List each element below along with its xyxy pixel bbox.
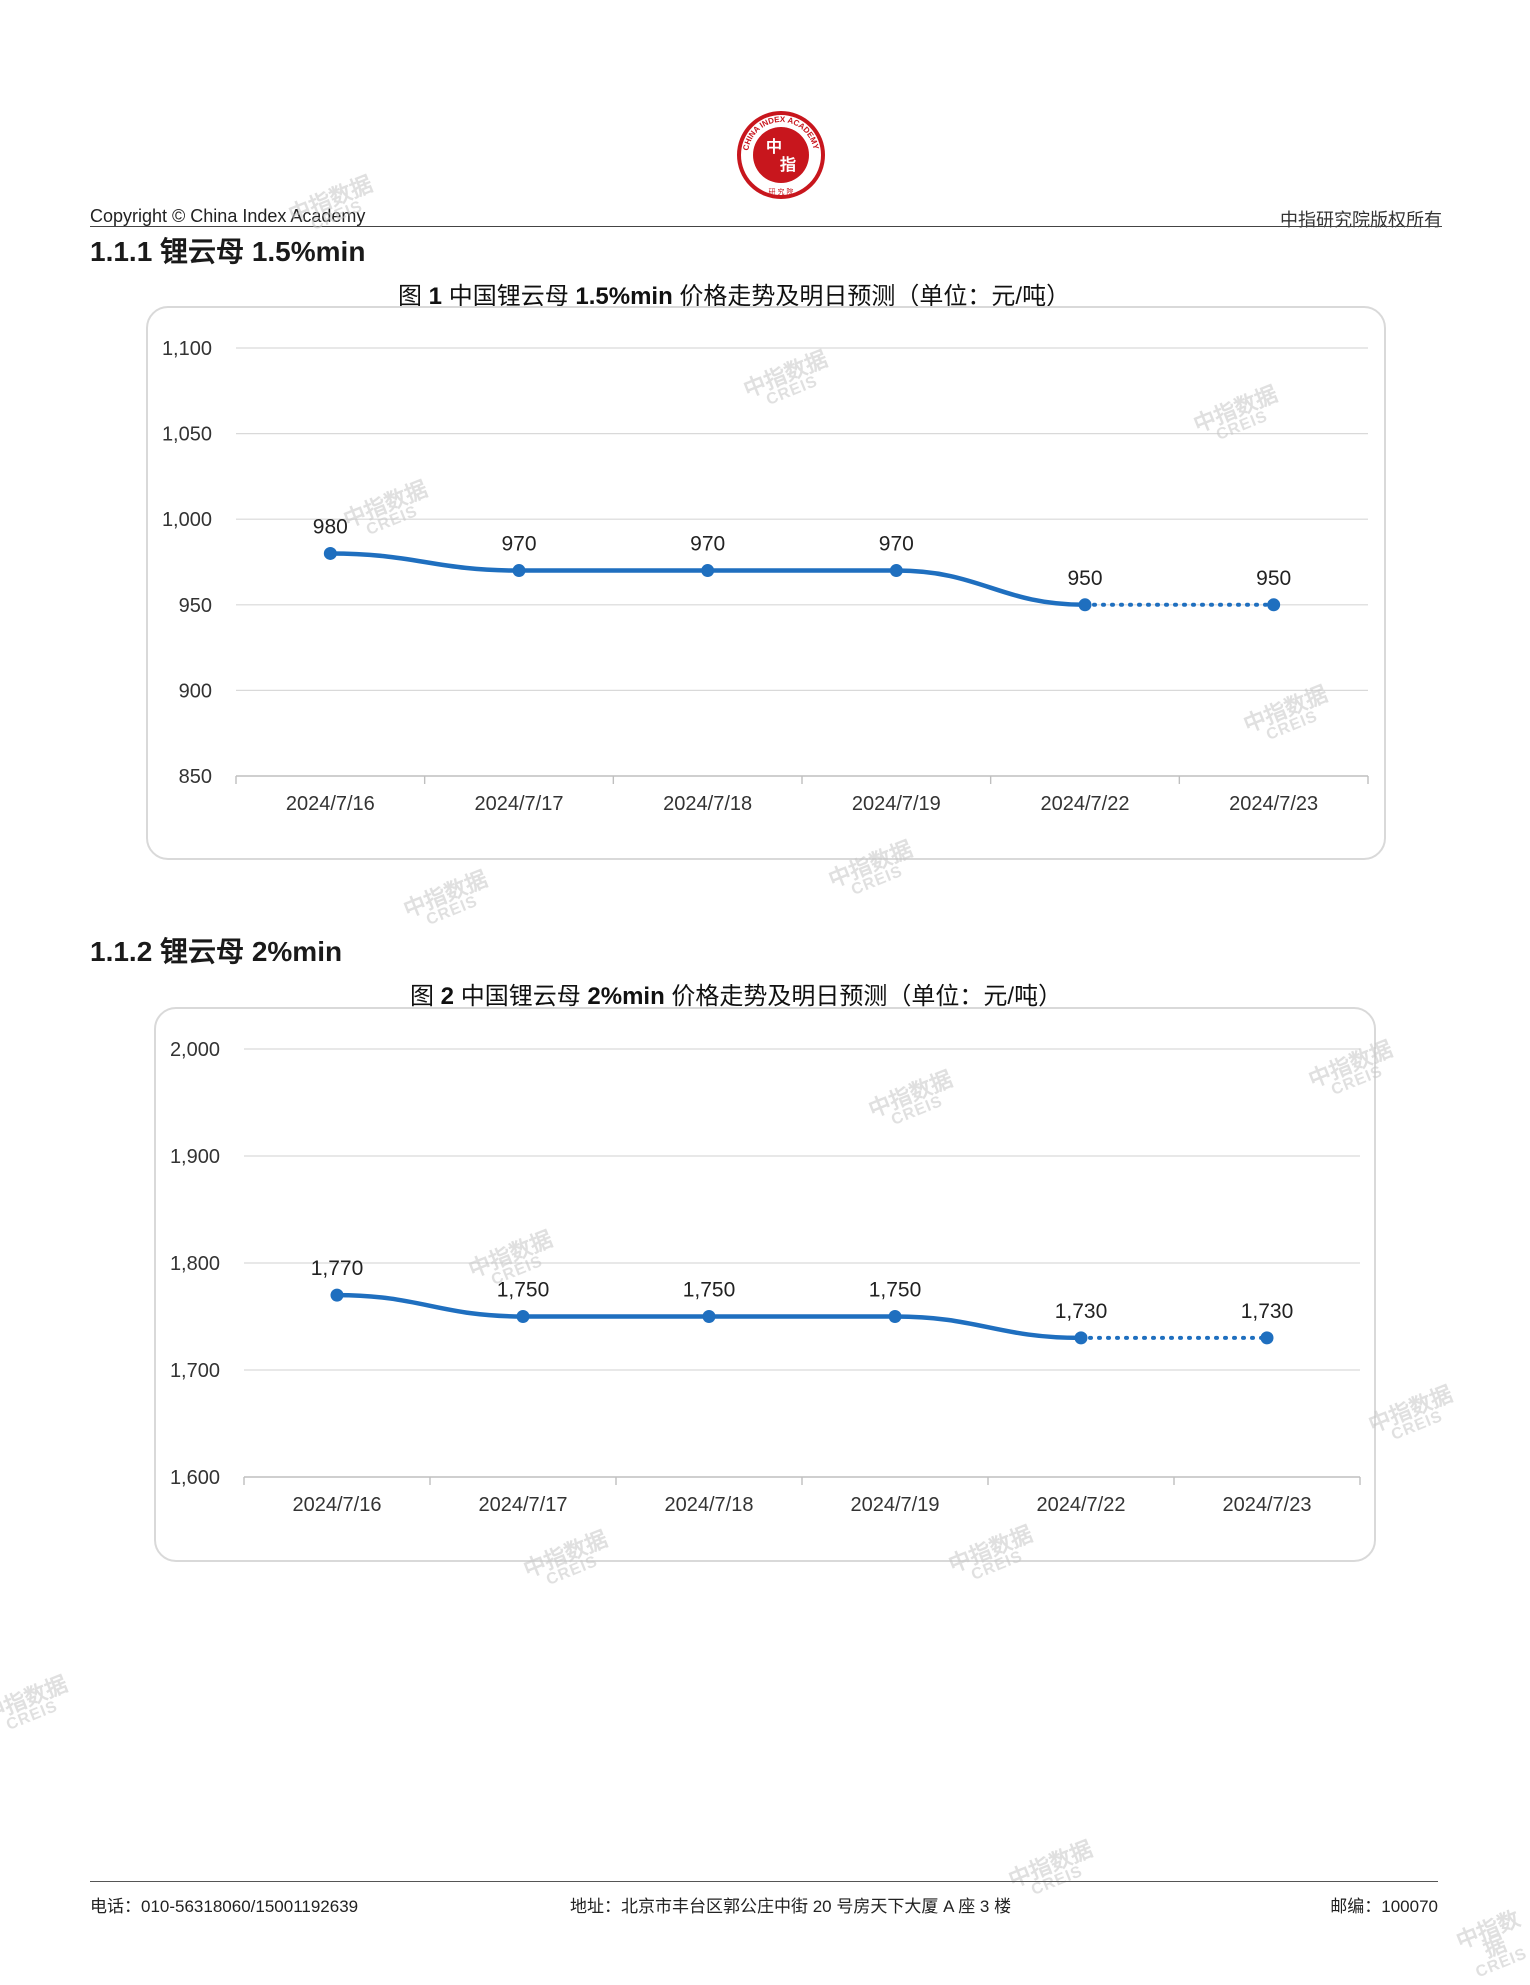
logo-bottom-text: 研 究 院 — [769, 187, 794, 196]
figure-title-1-grade: 1.5%min — [575, 283, 673, 310]
x-tick-label: 2024/7/19 — [852, 793, 941, 815]
series-line — [328, 551, 1088, 608]
copyright-text: Copyright © China Index Academy — [90, 206, 366, 226]
logo-center-bottom: 指 — [780, 155, 796, 174]
data-label: 1,770 — [311, 1257, 364, 1280]
data-label: 970 — [879, 533, 914, 556]
data-point — [888, 1310, 902, 1323]
chart-frame-1: 850 900 950 1,000 1,050 1,100 2024/7/16 2024/7/… — [146, 306, 1386, 860]
data-point — [516, 1310, 530, 1323]
y-tick-label: 2,000 — [170, 1039, 220, 1061]
data-label: 950 — [1256, 567, 1291, 590]
footer-divider — [90, 1881, 1438, 1882]
watermark: 中指数据 CREIS — [1452, 1905, 1530, 1982]
data-label: 950 — [1067, 567, 1102, 590]
footer-address: 地址：北京市丰台区郭公庄中街 20 号房天下大厦 A 座 3 楼 — [570, 1897, 1012, 1916]
x-tick-label: 2024/7/22 — [1041, 793, 1130, 815]
figure-title-2-grade: 2%min — [587, 983, 665, 1010]
x-tick-label: 2024/7/17 — [479, 1494, 568, 1516]
watermark: 中指数据 CREIS — [399, 866, 491, 929]
y-tick-label: 1,600 — [170, 1467, 220, 1489]
data-label: 970 — [690, 533, 725, 556]
figure-title-2-prefix: 图 — [410, 983, 441, 1010]
figure-title-2-num: 2 — [440, 983, 455, 1010]
data-label: 1,750 — [683, 1279, 736, 1302]
data-point — [1267, 598, 1281, 612]
footer-postcode: 邮编：100070 — [1330, 1897, 1438, 1916]
data-point — [1074, 1331, 1088, 1345]
y-tick-label: 1,000 — [162, 509, 212, 531]
data-point — [1078, 598, 1092, 612]
x-tick-label: 2024/7/23 — [1229, 793, 1318, 815]
y-tick-label: 1,900 — [170, 1146, 220, 1168]
y-tick-label: 1,100 — [162, 338, 212, 360]
x-tick-label: 2024/7/23 — [1223, 1494, 1312, 1516]
data-point — [1260, 1331, 1274, 1345]
data-label: 1,750 — [869, 1279, 922, 1302]
watermark: 中指数据 CREIS — [0, 1671, 71, 1734]
figure-title-2-mid: 中国锂云母 — [454, 983, 588, 1010]
data-point — [701, 564, 715, 578]
data-label: 1,730 — [1055, 1300, 1108, 1323]
chart-frame-2: 1,600 1,700 1,800 1,900 2,000 2024/7/16 2024/7… — [154, 1007, 1376, 1562]
data-point — [330, 1288, 344, 1302]
x-tick-label: 2024/7/18 — [663, 793, 752, 815]
figure-title-1-num: 1 — [428, 283, 443, 310]
figure-title-1-prefix: 图 — [398, 283, 429, 310]
y-tick-label: 850 — [179, 766, 212, 788]
data-label: 1,750 — [497, 1279, 550, 1302]
china-index-academy-logo: CHINA INDEX ACADEMY 中 指 研 究 院 — [737, 111, 825, 199]
watermark: 中指数据 CREIS — [1004, 1836, 1096, 1899]
x-tick-label: 2024/7/19 — [851, 1494, 940, 1516]
data-label: 970 — [501, 533, 536, 556]
data-point — [702, 1310, 716, 1323]
x-tick-label: 2024/7/17 — [475, 793, 564, 815]
header-divider — [90, 226, 1442, 227]
y-tick-label: 1,800 — [170, 1253, 220, 1275]
y-tick-label: 1,050 — [162, 424, 212, 446]
x-tick-label: 2024/7/22 — [1037, 1494, 1126, 1516]
data-point — [512, 564, 526, 578]
rights-text: 中指研究院版权所有 — [1280, 210, 1442, 231]
figure-title-1-rest: 价格走势及明日预测（单位：元/吨） — [672, 283, 1071, 310]
watermark: 中指数据 CREIS — [1364, 1381, 1456, 1444]
y-tick-label: 1,700 — [170, 1360, 220, 1382]
figure-title-1: 图 1 中国锂云母 1.5%min 价格走势及明日预测（单位：元/吨） — [398, 276, 1070, 311]
figure-title-2-rest: 价格走势及明日预测（单位：元/吨） — [664, 983, 1063, 1010]
chart-1-svg: 850 900 950 1,000 1,050 1,100 2024/7/16 2024/7/… — [162, 338, 1369, 815]
figure-title-1-mid: 中国锂云母 — [442, 283, 576, 310]
y-tick-label: 950 — [179, 595, 212, 617]
x-tick-label: 2024/7/18 — [665, 1494, 754, 1516]
y-tick-label: 900 — [179, 680, 212, 702]
data-point — [323, 546, 337, 560]
figure-title-2: 图 2 中国锂云母 2%min 价格走势及明日预测（单位：元/吨） — [410, 976, 1062, 1011]
data-label: 1,730 — [1241, 1300, 1294, 1323]
data-point — [889, 564, 903, 578]
section-heading-2: 1.1.2 锂云母 2%min — [90, 936, 343, 967]
section-heading-1: 1.1.1 锂云母 1.5%min — [90, 236, 366, 267]
x-tick-label: 2024/7/16 — [293, 1494, 382, 1516]
logo-center-top: 中 — [766, 137, 782, 156]
x-tick-label: 2024/7/16 — [286, 793, 375, 815]
footer-phone: 电话：010-56318060/15001192639 — [90, 1897, 359, 1916]
data-label: 980 — [313, 515, 348, 538]
chart-2-svg: 1,600 1,700 1,800 1,900 2,000 2024/7/16 2024/7… — [170, 1039, 1361, 1516]
